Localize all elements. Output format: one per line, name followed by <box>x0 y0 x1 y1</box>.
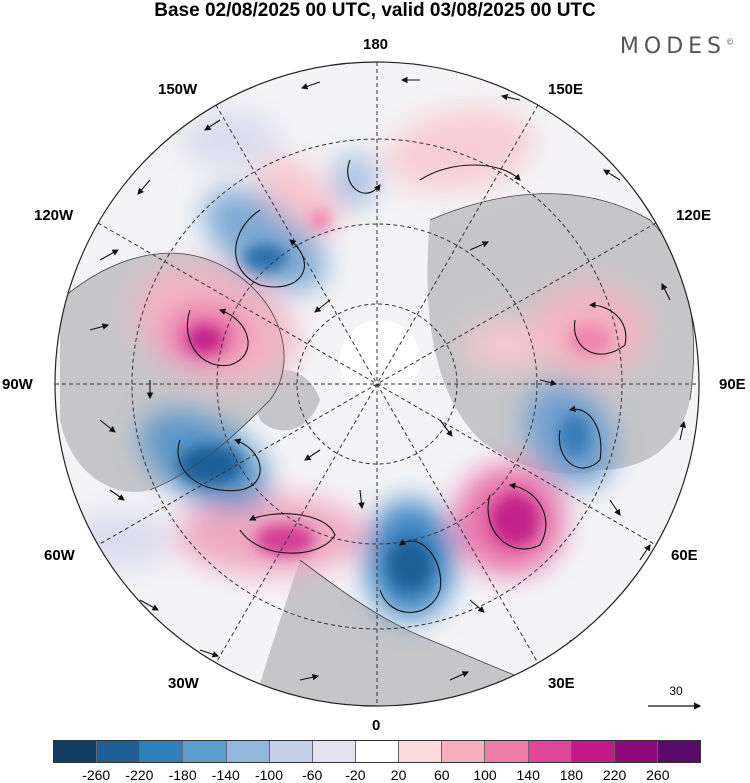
brand-logo: MODES© <box>620 34 734 59</box>
colorbar-tick: 220 <box>602 767 627 783</box>
colorbar-bin <box>442 741 486 762</box>
colorbar-bin <box>399 741 443 762</box>
colorbar-bin <box>183 741 227 762</box>
map-border <box>54 61 700 707</box>
label-60w: 60W <box>44 547 75 564</box>
colorbar-tick: 180 <box>559 767 584 783</box>
colorbar-bin <box>355 741 400 762</box>
label-180: 180 <box>363 36 389 53</box>
reference-vector-label: 30 <box>669 684 683 698</box>
colorbar-bin <box>528 741 572 762</box>
colorbar-bin <box>140 741 184 762</box>
colorbar-tick: 100 <box>473 767 497 783</box>
colorbar-tick: 60 <box>434 767 450 783</box>
colorbar-bin <box>614 741 658 762</box>
colorbar-tick: -100 <box>254 767 284 783</box>
label-30w: 30W <box>168 675 199 692</box>
colorbar-tick: 140 <box>516 767 540 783</box>
brand-name: MODES <box>619 34 726 59</box>
label-60e: 60E <box>671 547 698 564</box>
label-90e: 90E <box>719 376 746 393</box>
colorbar-tick: -20 <box>345 767 366 783</box>
anomaly-cores <box>178 210 612 591</box>
colorbar-tick: -60 <box>302 767 323 783</box>
colorbar-tick: -140 <box>211 767 240 783</box>
graticule <box>55 62 699 706</box>
colorbar-bin <box>571 741 615 762</box>
label-120w: 120W <box>34 207 74 224</box>
colorbar-tick: -260 <box>82 767 111 783</box>
colorbar-tick: 20 <box>390 767 407 783</box>
colorbar <box>53 740 701 763</box>
colorbar-bin <box>97 741 141 762</box>
colorbar-tick: 260 <box>646 767 670 783</box>
colorbar-bin <box>485 741 529 762</box>
label-90w: 90W <box>2 376 33 393</box>
colorbar-bin <box>54 741 98 762</box>
colorbar-ticks: -260 -220 -180 -140 -100 -60 -20 20 60 100 140 180 2… <box>53 767 701 783</box>
map-title: Base 02/08/2025 00 UTC, valid 03/08/2025… <box>154 0 596 21</box>
colorbar-bin <box>312 741 356 762</box>
colorbar-tick: -220 <box>125 767 154 783</box>
label-30e: 30E <box>548 675 575 692</box>
label-150w: 150W <box>158 81 198 98</box>
map-disc <box>55 62 699 706</box>
label-0: 0 <box>372 717 381 734</box>
colorbar-bin <box>269 741 313 762</box>
wind-vectors <box>89 76 687 681</box>
colorbar-bin <box>226 741 270 762</box>
colorbar-tick: -180 <box>168 767 197 783</box>
label-150e: 150E <box>548 81 584 98</box>
colorbar-bin <box>657 741 701 762</box>
label-120e: 120E <box>676 207 712 224</box>
brand-mark: © <box>726 37 734 47</box>
